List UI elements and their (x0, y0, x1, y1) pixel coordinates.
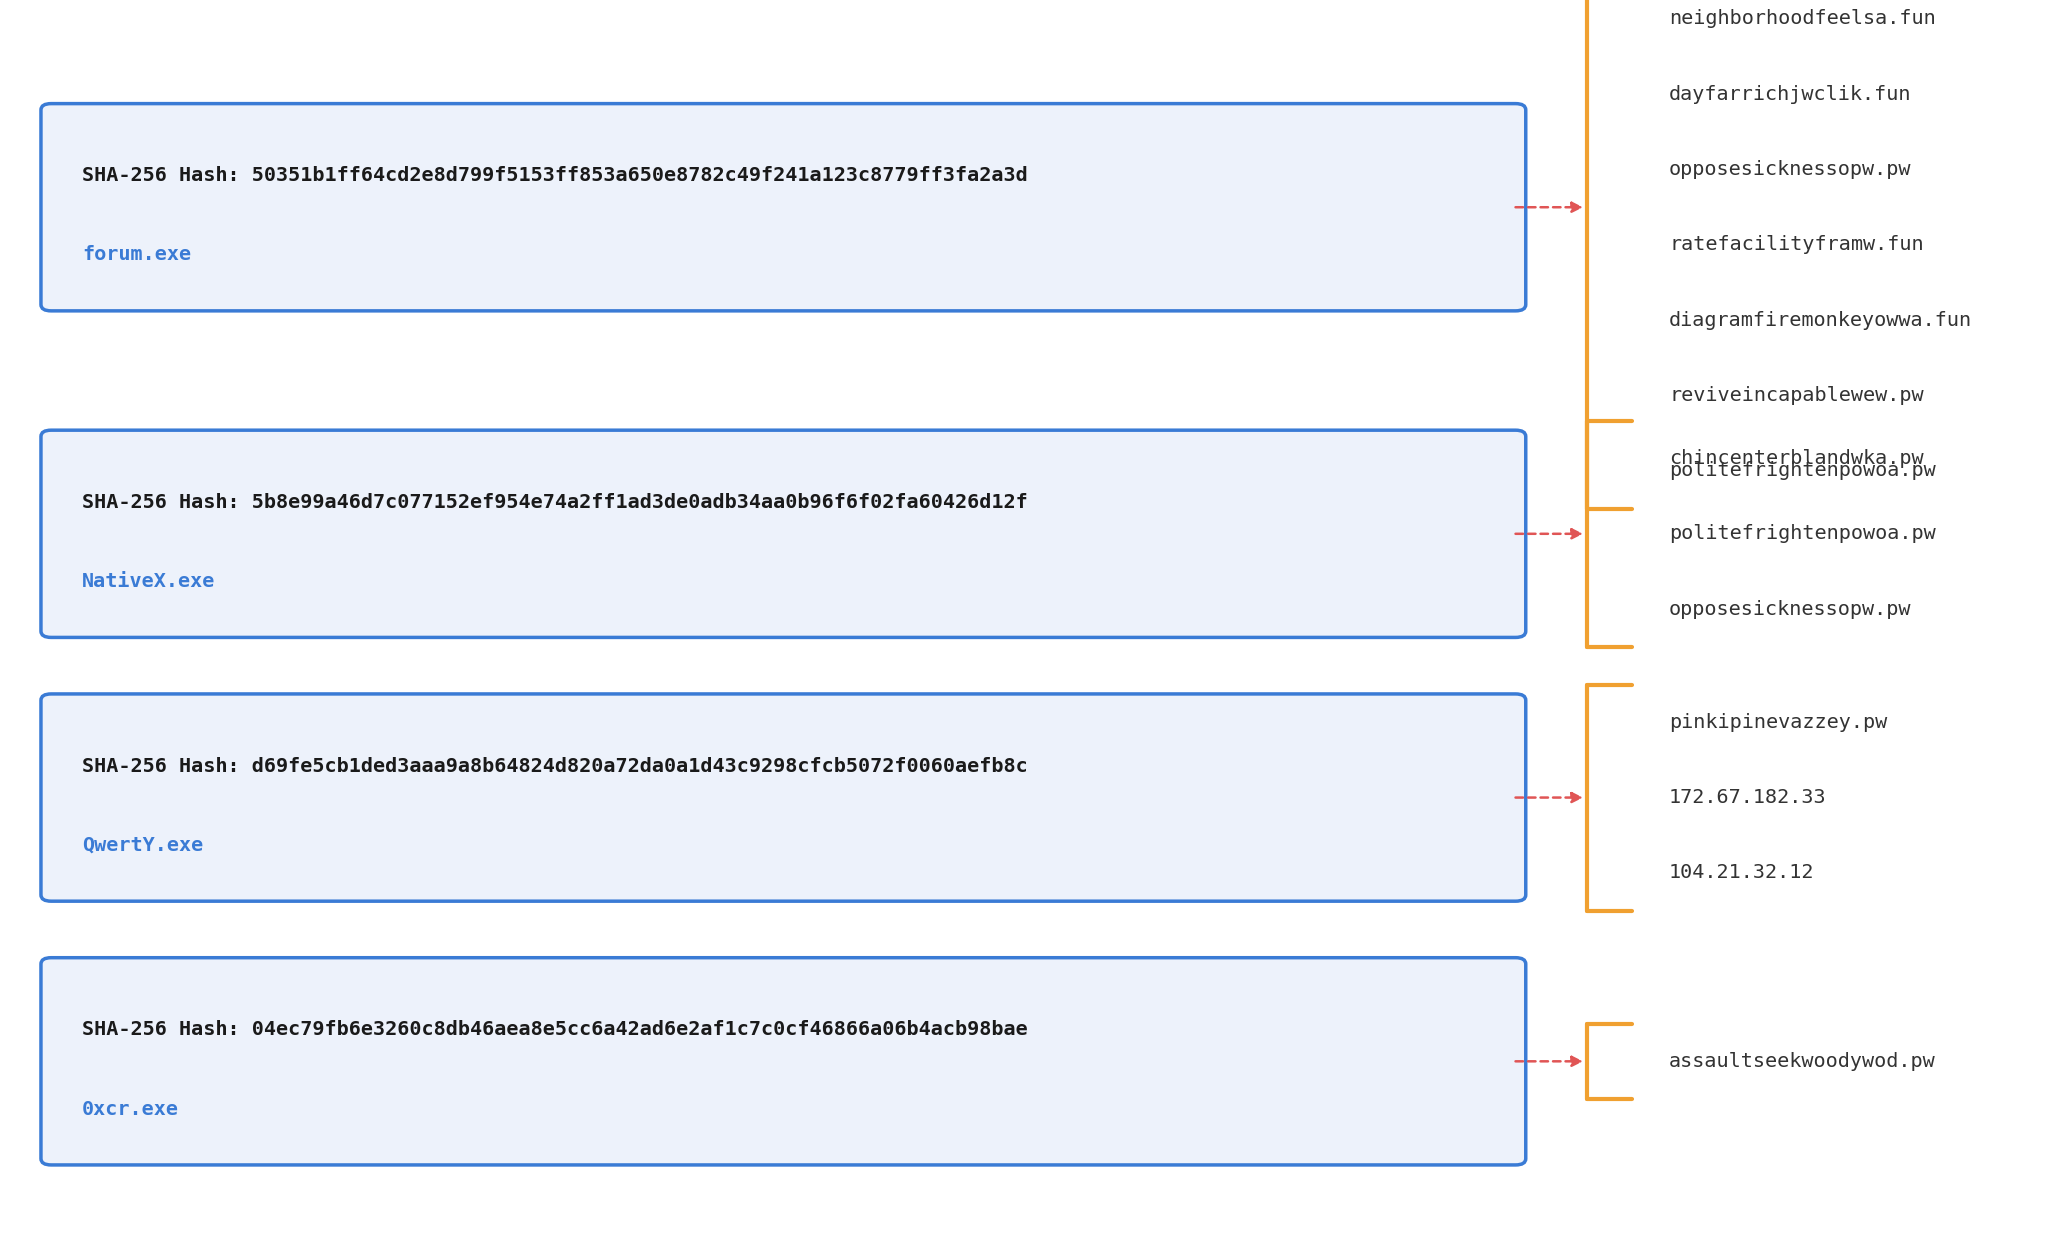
Text: politefrightenpowoa.pw: politefrightenpowoa.pw (1669, 524, 1935, 544)
Text: chincenterblandwka.pw: chincenterblandwka.pw (1669, 448, 1923, 468)
Text: reviveincapablewew.pw: reviveincapablewew.pw (1669, 386, 1923, 406)
Text: pinkipinevazzey.pw: pinkipinevazzey.pw (1669, 712, 1888, 732)
Text: forum.exe: forum.exe (82, 245, 190, 265)
Text: SHA-256 Hash: d69fe5cb1ded3aaa9a8b64824d820a72da0a1d43c9298cfcb5072f0060aefb8c: SHA-256 Hash: d69fe5cb1ded3aaa9a8b64824d… (82, 756, 1028, 776)
Text: dayfarrichjwclik.fun: dayfarrichjwclik.fun (1669, 84, 1911, 104)
Text: QwertY.exe: QwertY.exe (82, 835, 203, 855)
Text: neighborhoodfeelsa.fun: neighborhoodfeelsa.fun (1669, 9, 1935, 29)
FancyBboxPatch shape (41, 430, 1526, 638)
Text: assaultseekwoodywod.pw: assaultseekwoodywod.pw (1669, 1051, 1935, 1071)
Text: SHA-256 Hash: 04ec79fb6e3260c8db46aea8e5cc6a42ad6e2af1c7c0cf46866a06b4acb98bae: SHA-256 Hash: 04ec79fb6e3260c8db46aea8e5… (82, 1020, 1028, 1040)
Text: ratefacilityframw.fun: ratefacilityframw.fun (1669, 235, 1923, 255)
Text: politefrightenpowoa.pw: politefrightenpowoa.pw (1669, 461, 1935, 481)
Text: NativeX.exe: NativeX.exe (82, 571, 215, 592)
FancyBboxPatch shape (41, 693, 1526, 902)
Text: 104.21.32.12: 104.21.32.12 (1669, 863, 1815, 883)
Text: SHA-256 Hash: 50351b1ff64cd2e8d799f5153ff853a650e8782c49f241a123c8779ff3fa2a3d: SHA-256 Hash: 50351b1ff64cd2e8d799f5153f… (82, 166, 1028, 186)
FancyBboxPatch shape (41, 104, 1526, 310)
Text: opposesicknessopw.pw: opposesicknessopw.pw (1669, 599, 1911, 619)
Text: SHA-256 Hash: 5b8e99a46d7c077152ef954e74a2ff1ad3de0adb34aa0b96f6f02fa60426d12f: SHA-256 Hash: 5b8e99a46d7c077152ef954e74… (82, 492, 1028, 512)
Text: 172.67.182.33: 172.67.182.33 (1669, 788, 1827, 808)
Text: 0xcr.exe: 0xcr.exe (82, 1099, 178, 1119)
Text: diagramfiremonkeyowwa.fun: diagramfiremonkeyowwa.fun (1669, 310, 1972, 330)
Text: opposesicknessopw.pw: opposesicknessopw.pw (1669, 160, 1911, 180)
FancyBboxPatch shape (41, 957, 1526, 1166)
